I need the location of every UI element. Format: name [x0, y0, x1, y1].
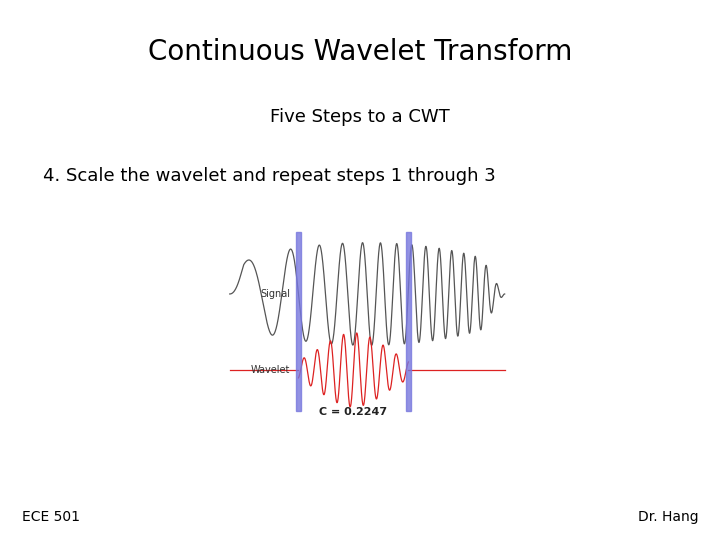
Text: 4. Scale the wavelet and repeat steps 1 through 3: 4. Scale the wavelet and repeat steps 1 …: [43, 167, 496, 185]
Text: Dr. Hang: Dr. Hang: [638, 510, 698, 524]
Text: Signal: Signal: [261, 289, 290, 299]
Bar: [296, 232, 301, 411]
Text: ECE 501: ECE 501: [22, 510, 80, 524]
Text: Wavelet: Wavelet: [251, 365, 290, 375]
Bar: [406, 232, 411, 411]
Text: C = 0.2247: C = 0.2247: [320, 407, 387, 417]
Text: Continuous Wavelet Transform: Continuous Wavelet Transform: [148, 38, 572, 66]
Text: Five Steps to a CWT: Five Steps to a CWT: [270, 108, 450, 126]
